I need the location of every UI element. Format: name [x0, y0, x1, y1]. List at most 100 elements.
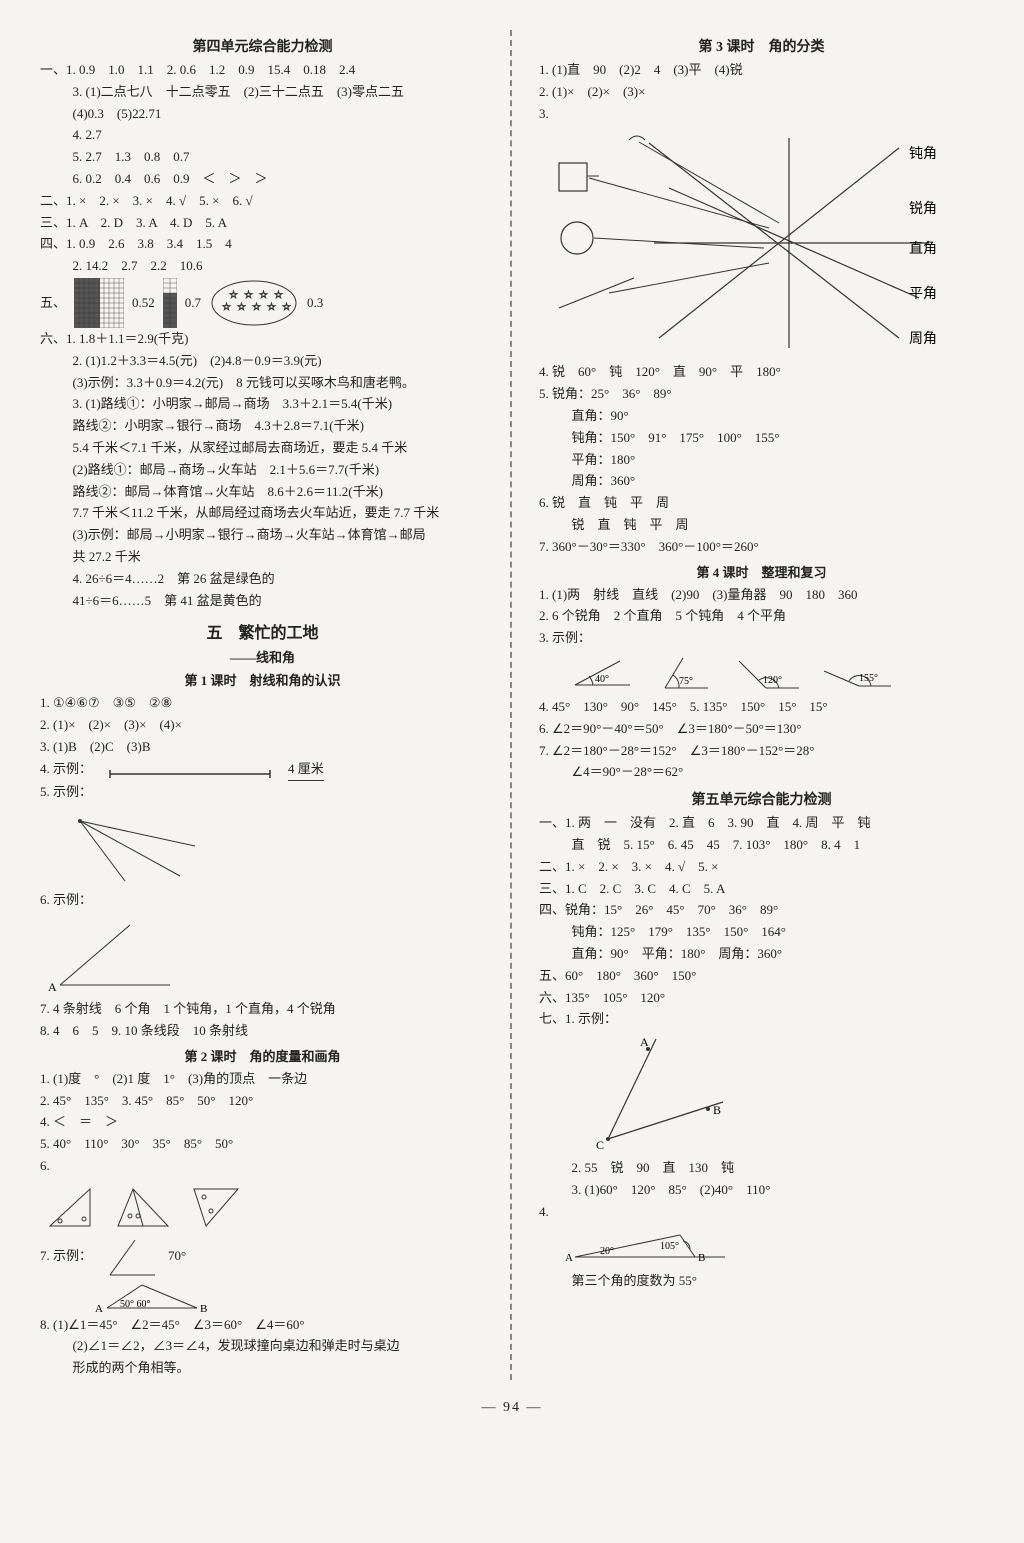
answer-line: 3. (1)二点七八 十二点零五 (2)三十二点五 (3)零点二五 [40, 82, 485, 103]
answer-line: 6. 锐 直 钝 平 周 [539, 493, 984, 514]
point-label: A [48, 980, 57, 994]
answer-line: 共 27.2 千米 [40, 547, 485, 568]
page: 第四单元综合能力检测 一、1. 0.9 1.0 1.1 2. 0.6 1.2 0… [0, 0, 1024, 1543]
svg-text:☆: ☆ [282, 302, 291, 313]
answer-line: 钝角：150° 91° 175° 100° 155° [539, 428, 984, 449]
answer-line: 四、锐角：15° 26° 45° 70° 36° 89° [539, 900, 984, 921]
angle-75: 75° [653, 653, 713, 693]
svg-text:☆: ☆ [259, 290, 268, 301]
answer-line: 形成的两个角相等。 [40, 1358, 485, 1379]
figure-row-five: 五、 0.52 [40, 278, 485, 328]
answer-line: 6. ∠2＝90°－40°＝50° ∠3＝180°－50°＝130° [539, 719, 984, 740]
svg-text:B: B [713, 1103, 721, 1117]
answer-line: 路线②：小明家→银行→商场 4.3＋2.8＝7.1(千米) [40, 416, 485, 437]
answer-line: 5. 2.7 1.3 0.8 0.7 [40, 147, 485, 168]
answer-line: 平角：180° [539, 450, 984, 471]
label-obtuse: 钝角 [909, 146, 937, 162]
angle-label: 70° [168, 1246, 186, 1267]
answer-line: 2. (1)1.2＋3.3＝4.5(元) (2)4.8－0.9＝3.9(元) [40, 351, 485, 372]
answer-line: 2. 55 锐 90 直 130 钝 [539, 1158, 984, 1179]
rays-figure [40, 806, 485, 886]
lesson-title: 第 3 课时 角的分类 [539, 36, 984, 56]
svg-text:A: A [565, 1252, 573, 1264]
answer-line: 4. 45° 130° 90° 145° 5. 135° 150° 15° 15… [539, 697, 984, 718]
answer-line: (2)路线①：邮局→商场→火车站 2.1＋5.6＝7.7(千米) [40, 460, 485, 481]
label-straight: 平角 [909, 286, 937, 302]
example-row-5: 5. 示例： [40, 782, 485, 887]
answer-line: 三、1. C 2. C 3. C 4. C 5. A [539, 879, 984, 900]
grid-value: 0.7 [185, 293, 201, 314]
answer-line: 1. ①④⑥⑦ ③⑤ ②⑧ [40, 693, 485, 714]
svg-text:C: C [596, 1138, 604, 1152]
answer-line: 8. 4 6 5 9. 10 条线段 10 条射线 [40, 1021, 485, 1042]
answer-line: 六、135° 105° 120° [539, 988, 984, 1009]
row-label: 6. [40, 1158, 50, 1173]
answer-line: 6. 0.2 0.4 0.6 0.9 ＜ ＞ ＞ [40, 169, 485, 190]
svg-text:B: B [698, 1252, 705, 1264]
answer-line: (3)示例：3.3＋0.9＝4.2(元) 8 元钱可以买啄木鸟和唐老鸭。 [40, 373, 485, 394]
answer-line: 5. 锐角：25° 36° 89° [539, 384, 984, 405]
answer-line: (3)示例：邮局→小明家→银行→商场→火车站→体育馆→邮局 [40, 525, 485, 546]
svg-text:☆: ☆ [274, 290, 283, 301]
answer-line: 2. (1)× (2)× (3)× [539, 82, 984, 103]
answer-line: 1. (1)度 ° (2)1 度 1° (3)角的顶点 一条边 [40, 1069, 485, 1090]
triangles-row: 6. [40, 1156, 485, 1231]
angle-figure: A [40, 915, 485, 995]
three-triangles [40, 1181, 485, 1231]
angle-40: 40° [565, 653, 635, 693]
oval-value: 0.3 [307, 293, 323, 314]
svg-text:B: B [200, 1303, 207, 1314]
answer-line: 四、1. 0.9 2.6 3.8 3.4 1.5 4 [40, 234, 485, 255]
svg-text:☆: ☆ [222, 302, 231, 313]
answer-line: (4)0.3 (5)22.71 [40, 104, 485, 125]
example-label: 5. 示例： [40, 784, 92, 799]
right-column: 第 3 课时 角的分类 1. (1)直 90 (2)2 4 (3)平 (4)锐 … [539, 30, 984, 1380]
example-label: 7. 示例： [40, 1246, 92, 1267]
answer-line: 直角：90° [539, 406, 984, 427]
svg-text:40°: 40° [595, 674, 609, 685]
unit-title: 五 繁忙的工地 [40, 619, 485, 643]
answer-line: 锐 直 钝 平 周 [539, 515, 984, 536]
answer-line: 3. (1)B (2)C (3)B [40, 737, 485, 758]
angle-ab-figure: A 50° 60° B [92, 1280, 212, 1314]
answer-line: 1. (1)两 射线 直线 (2)90 (3)量角器 90 180 360 [539, 585, 984, 606]
answer-line: 路线②：邮局→体育馆→火车站 8.6＋2.6＝11.2(千米) [40, 482, 485, 503]
answer-line: 7. ∠2＝180°－28°＝152° ∠3＝180°－152°＝28° [539, 741, 984, 762]
answer-line: 二、1. × 2. × 3. × 4. √ 5. × 6. √ [40, 191, 485, 212]
label-right: 直角 [909, 240, 937, 257]
svg-text:105°: 105° [660, 1241, 679, 1252]
triangle-20-105-figure: A 20° 105° B [539, 1227, 984, 1267]
angle-70-figure [100, 1235, 160, 1279]
answer-line: 3. (1)60° 120° 85° (2)40° 110° [539, 1180, 984, 1201]
answer-line: 一、1. 0.9 1.0 1.1 2. 0.6 1.2 0.9 15.4 0.1… [40, 60, 485, 81]
svg-text:☆: ☆ [267, 302, 276, 313]
four-angles-row: 40° 75° 120° 155° [539, 653, 984, 693]
answer-line: 5.4 千米＜7.1 千米，从家经过邮局去商场近，要走 5.4 千米 [40, 438, 485, 459]
answer-line: ∠4＝90°－28°＝62° [539, 762, 984, 783]
answer-line: 3. (1)路线①：小明家→邮局→商场 3.3＋2.1＝5.4(千米) [40, 394, 485, 415]
page-number: — 94 — [40, 1400, 984, 1416]
section-title: 第五单元综合能力检测 [539, 789, 984, 809]
answer-line: 钝角：125° 179° 135° 150° 164° [539, 922, 984, 943]
example-label: 3. 示例： [539, 628, 984, 649]
svg-text:50° 60°: 50° 60° [120, 1299, 151, 1310]
answer-line: (2)∠1＝∠2，∠3＝∠4，发现球撞向桌边和弹走时与桌边 [40, 1336, 485, 1357]
angle-120: 120° [731, 653, 801, 693]
example-label: 6. 示例： [40, 892, 92, 907]
angle-155: 155° [819, 653, 894, 693]
answer-line: 1. (1)直 90 (2)2 4 (3)平 (4)锐 [539, 60, 984, 81]
left-column: 第四单元综合能力检测 一、1. 0.9 1.0 1.1 2. 0.6 1.2 0… [40, 30, 485, 1380]
answer-line: 8. (1)∠1＝45° ∠2＝45° ∠3＝60° ∠4＝60° [40, 1315, 485, 1336]
answer-line: 周角：360° [539, 471, 984, 492]
answer-line: 六、1. 1.8＋1.1＝2.9(千克) [40, 329, 485, 350]
svg-text:A: A [640, 1035, 649, 1049]
shaded-grid-1 [74, 278, 124, 328]
row-label: 4. [539, 1202, 984, 1223]
svg-text:20°: 20° [600, 1246, 614, 1257]
answer-line: 4. 26÷6＝4……2 第 26 盆是绿色的 [40, 569, 485, 590]
answer-line: 7.7 千米＜11.2 千米，从邮局经过商场去火车站近，要走 7.7 千米 [40, 503, 485, 524]
oval-stars: ☆☆☆☆ ☆☆☆☆☆ [209, 278, 299, 328]
example-row-6: 6. 示例： A [40, 890, 485, 995]
example-row-4: 4. 示例： 4 厘米 [40, 759, 485, 781]
svg-text:75°: 75° [679, 676, 693, 687]
